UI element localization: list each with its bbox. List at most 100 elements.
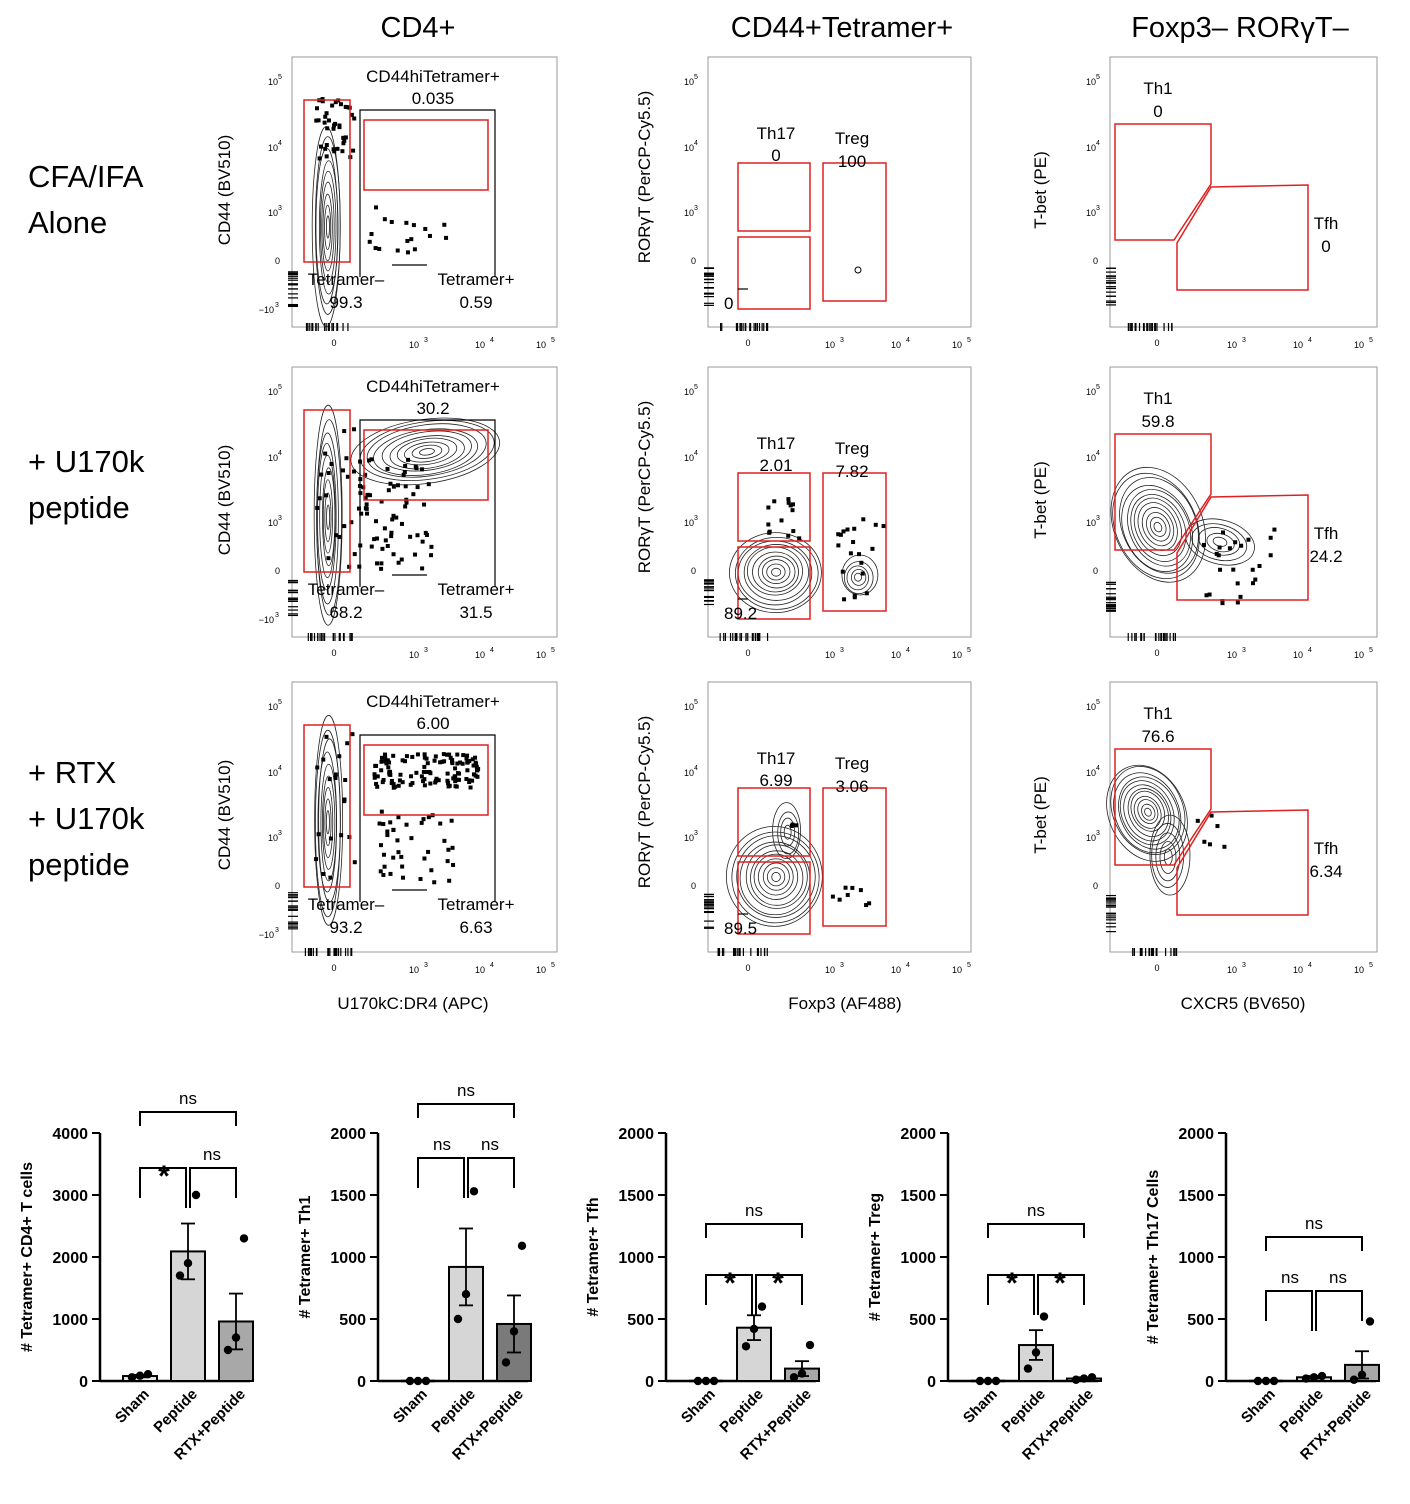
y-tick-label: 5 [278,74,282,81]
event-dot [419,774,424,779]
event-dot [395,483,400,488]
event-dot [374,205,379,210]
event-dot [433,754,438,759]
event-dot [779,518,784,523]
event-dot [766,522,771,527]
x-tick-label: 0 [331,648,336,658]
sig-bracket [755,1274,803,1315]
sig-label: * [724,1267,736,1300]
y-axis-title: T-bet (PE) [1031,776,1050,853]
event-dot [391,552,396,557]
contour-line [317,442,337,591]
sig-label: ns [1329,1268,1347,1287]
event-dot [337,534,342,539]
event-dot [1253,577,1258,582]
event-dot [314,118,319,123]
y-tick-label: 500 [339,1312,366,1329]
event-dot [342,429,347,434]
event-dot [385,833,390,838]
event-dot [410,781,415,786]
x-tick-label: 5 [551,962,555,969]
data-point [1087,1373,1097,1382]
contour-line [745,844,808,909]
event-dot [409,237,414,242]
event-dot [379,809,384,814]
data-point [509,1327,519,1336]
event-dot [455,771,460,776]
y-tick-label: 4 [1096,450,1100,457]
contour-line [753,853,799,900]
event-dot [465,768,470,773]
event-dot [786,497,791,502]
event-dot [374,763,379,768]
gate-value: 0 [771,146,780,165]
y-tick-label: 2000 [618,1126,654,1143]
x-tick-label: 4 [906,962,910,969]
bar-chart: 0 1000 2000 3000 4000 # Tetramer+ CD4+ T cell… [19,1089,254,1464]
event-dot [399,557,404,562]
sig-label: ns [203,1145,221,1164]
event-dot [363,472,368,477]
event-dot [327,777,332,782]
x-tick-label: 4 [490,337,494,344]
event-dot [453,779,458,784]
y-tick-label: 10 [268,77,278,87]
x-tick-label: 0 [331,963,336,973]
contour-line [854,266,862,274]
event-dot [465,760,470,765]
data-point [1301,1374,1311,1383]
event-dot [794,823,799,828]
x-tick-label: 3 [424,647,428,654]
gate-label: CD44hiTetramer+ [366,692,500,711]
event-dot [410,754,415,759]
contour-line [766,867,786,887]
contour-line [1119,477,1199,574]
event-dot [404,220,409,225]
event-dot [343,778,348,783]
x-tick-label: 4 [490,647,494,654]
event-dot [339,833,344,838]
event-dot [873,522,878,527]
x-tick-label: 10 [952,965,962,975]
event-dot [460,761,465,766]
event-dot [345,741,350,746]
event-dot [1209,813,1214,818]
sig-bracket [987,1223,1085,1238]
event-dot [326,556,331,561]
x-tick-label: 5 [551,647,555,654]
event-dot [314,857,319,862]
x-tick-label: 3 [1242,962,1246,969]
y-axis-title: CD44 (BV510) [215,445,234,556]
sig-bracket [417,1103,515,1118]
category-label: Sham [678,1386,719,1427]
data-point [757,1302,767,1311]
event-dot [836,543,841,548]
contour-line [313,404,343,626]
event-dot [767,529,772,534]
event-dot [396,783,401,788]
contour-line [403,441,450,463]
y-tick-label: 5 [1096,699,1100,706]
x-axis-title: U170kC:DR4 (APC) [337,994,488,1013]
x-tick-label: 0 [745,338,750,348]
y-tick-label: 0 [357,1374,366,1391]
y-tick-label: 10 [1086,702,1096,712]
sig-bracket [1265,1290,1313,1331]
event-dot [1235,581,1240,586]
x-tick-label: 3 [1242,647,1246,654]
event-dot [789,823,794,828]
event-dot [881,524,886,529]
event-dot [850,885,855,890]
event-dot [383,754,388,759]
sig-label: * [1006,1267,1018,1300]
data-point [461,1290,471,1299]
event-dot [445,859,450,864]
gate-label: Th17 [757,434,796,453]
x-tick-label: 5 [1369,337,1373,344]
data-point [1349,1375,1359,1384]
contour-line [1110,466,1206,583]
event-dot [388,820,393,825]
event-dot [455,777,460,782]
contour-line [321,181,335,272]
